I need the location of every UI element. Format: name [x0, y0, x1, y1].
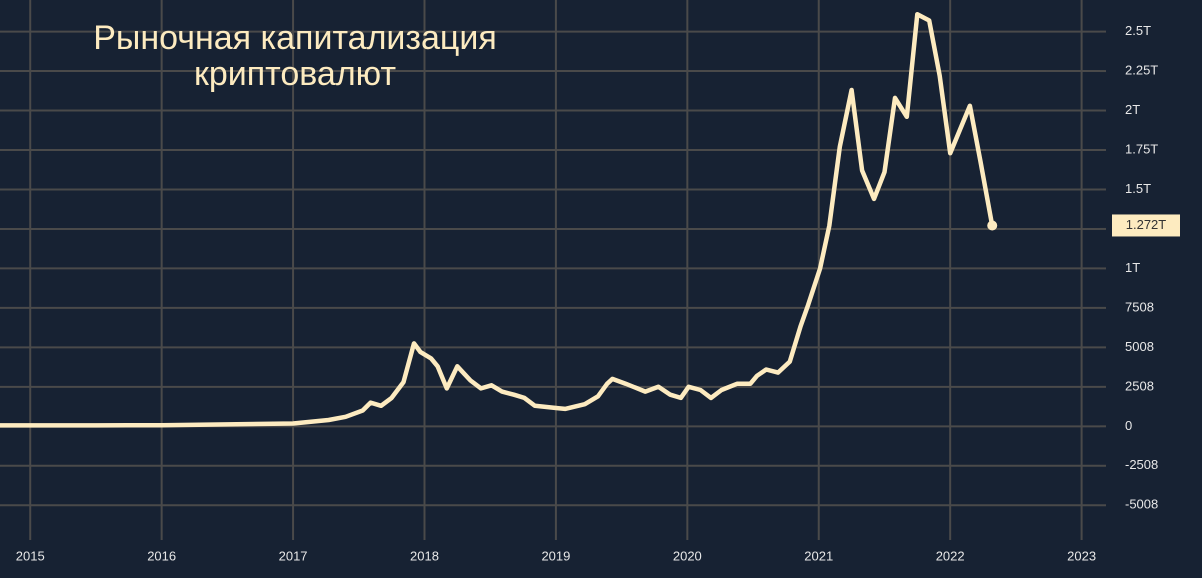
y-tick-label: 1.5T — [1125, 181, 1151, 196]
x-tick-label: 2016 — [147, 548, 176, 563]
x-tick-label: 2022 — [936, 548, 965, 563]
y-tick-label: -2508 — [1125, 457, 1158, 472]
y-tick-label: 2T — [1125, 102, 1140, 117]
x-tick-label: 2023 — [1067, 548, 1096, 563]
grid — [0, 0, 1106, 540]
current-value-box — [1112, 214, 1180, 237]
x-tick-label: 2021 — [804, 548, 833, 563]
line — [0, 11, 995, 428]
y-tick-label: -5008 — [1125, 497, 1158, 512]
y-tick-label: 2508 — [1125, 378, 1154, 393]
plot: -5008 -2508 0 2508 5008 7508 1T 1.5T 1.75T 2T 2.25… — [0, 11, 1180, 563]
x-tick-label: 2020 — [673, 548, 702, 563]
chart-title: Рыночная капитализация — [93, 19, 497, 57]
x-tick-label: 2015 — [16, 548, 45, 563]
current-value-label: 1.272T — [1126, 217, 1167, 232]
x-tick-label: 2017 — [279, 548, 308, 563]
y-tick-label: 1.75T — [1125, 141, 1158, 156]
x-tick-label: 2018 — [410, 548, 439, 563]
y-tick-label: 2.5T — [1125, 23, 1151, 38]
y-tick-label: 2.25T — [1125, 62, 1158, 77]
y-tick-label: 7508 — [1125, 299, 1154, 314]
chart-title: криптовалют — [194, 55, 396, 93]
x-tick-label: 2019 — [541, 548, 570, 563]
last-point — [987, 220, 998, 231]
y-tick-label: 5008 — [1125, 339, 1154, 354]
y-tick-label: 1T — [1125, 260, 1140, 275]
y-tick-label: 0 — [1125, 418, 1132, 433]
